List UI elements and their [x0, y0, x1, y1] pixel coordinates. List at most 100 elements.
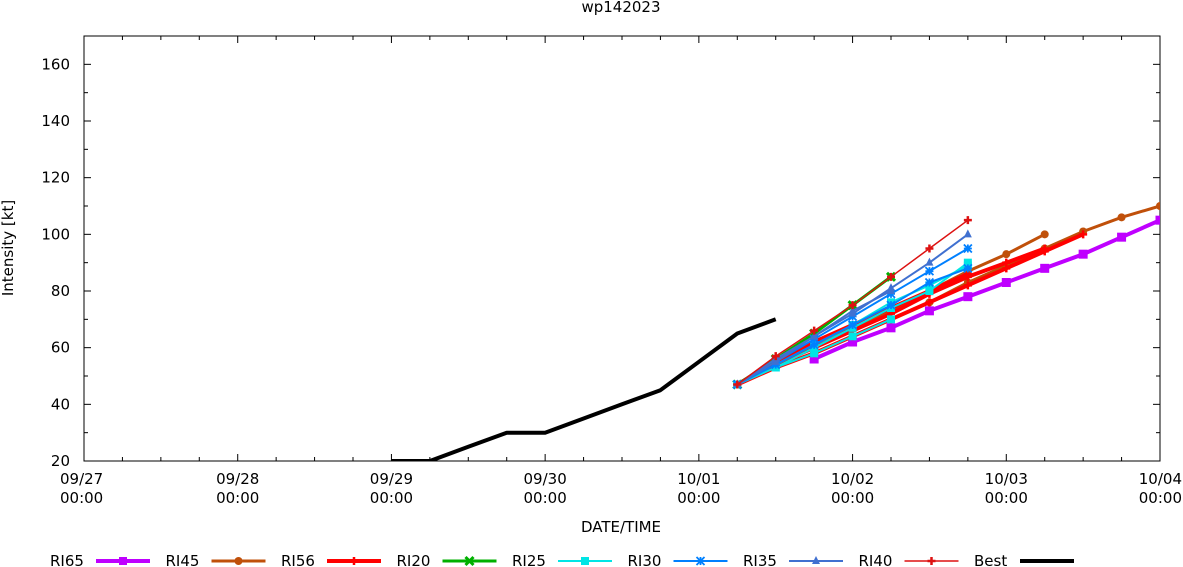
data-point [1002, 258, 1011, 267]
data-point [886, 323, 896, 333]
legend-marker [581, 557, 589, 565]
data-point [1156, 202, 1160, 210]
data-point [963, 229, 972, 238]
data-point [771, 352, 780, 361]
legend-label: RI25 [512, 552, 546, 567]
legend-item: RI35 [743, 552, 843, 567]
legend-item: Best [974, 552, 1074, 567]
y-axis-label: Intensity [kt] [0, 200, 17, 296]
legend-label: RI30 [628, 552, 662, 567]
chart-title: wp142023 [581, 0, 660, 16]
data-point [924, 266, 935, 276]
legend-label: RI65 [50, 552, 84, 567]
x-tick-date: 10/03 [985, 470, 1028, 488]
data-point [963, 292, 973, 302]
legend-item: RI56 [281, 552, 381, 567]
legend-marker [812, 556, 820, 564]
legend-item: RI20 [397, 552, 497, 567]
data-point [848, 332, 857, 341]
x-tick-date: 09/29 [370, 470, 413, 488]
x-tick-date: 09/28 [216, 470, 259, 488]
legend-item: RI45 [166, 552, 266, 567]
series-line [813, 218, 1160, 361]
x-tick-time: 00:00 [677, 489, 720, 507]
y-tick-label: 120 [41, 169, 70, 187]
legend: RI65 RI45 RI56 RI20 RI25 RI30 RI35 RI40 Best [50, 552, 1074, 567]
data-point [809, 354, 819, 364]
series-ri56 [733, 230, 1088, 389]
data-point [810, 331, 819, 340]
y-tick-label: 40 [51, 395, 70, 413]
legend-label: RI40 [859, 552, 893, 567]
data-point [810, 349, 819, 358]
series-line [391, 317, 777, 461]
x-tick-time: 00:00 [370, 489, 413, 507]
data-point [925, 244, 934, 253]
y-tick-label: 60 [51, 339, 70, 357]
data-point [1040, 263, 1050, 273]
legend-item: RI65 [50, 552, 150, 567]
legend-label: RI56 [281, 552, 315, 567]
data-point [925, 287, 934, 295]
data-point [810, 326, 819, 335]
y-tick-label: 80 [51, 282, 70, 300]
x-tick-date: 10/04 [1139, 470, 1182, 488]
legend-item: RI30 [628, 552, 728, 567]
data-point [1040, 230, 1049, 239]
data-point [925, 298, 934, 307]
x-tick-time: 00:00 [524, 489, 567, 507]
x-tick-time: 00:00 [831, 489, 874, 507]
legend-label: RI45 [166, 552, 200, 567]
series-line [775, 261, 969, 369]
data-point [1001, 278, 1011, 287]
x-tick-date: 09/30 [524, 470, 567, 488]
x-tick-date: 10/02 [831, 470, 874, 488]
legend-marker [119, 557, 127, 565]
legend-marker [350, 557, 358, 565]
data-point [963, 281, 972, 290]
x-tick-date: 10/01 [677, 470, 720, 488]
plot-frame [83, 35, 1161, 462]
data-point [848, 301, 857, 310]
data-point [1117, 213, 1126, 222]
data-point [925, 257, 934, 266]
y-tick-label: 100 [41, 225, 70, 243]
data-point [809, 340, 819, 350]
data-point [1040, 244, 1049, 253]
x-tick-date: 09/27 [60, 470, 103, 488]
legend-item: RI25 [512, 552, 612, 567]
data-point [963, 216, 972, 225]
data-point [1078, 249, 1088, 259]
data-point [963, 243, 973, 254]
data-point [847, 320, 858, 330]
x-tick-time: 00:00 [216, 489, 259, 507]
data-point [1155, 215, 1160, 225]
series-best [391, 317, 777, 461]
legend-label: RI20 [397, 552, 431, 567]
data-point [1079, 230, 1088, 239]
data-point [924, 306, 934, 316]
x-tick-time: 00:00 [1139, 489, 1182, 507]
data-point [924, 277, 935, 288]
y-tick-label: 20 [51, 452, 70, 470]
series-layer [391, 202, 1160, 461]
data-point [963, 263, 973, 273]
x-tick-time: 00:00 [985, 489, 1028, 507]
data-point [887, 272, 895, 281]
data-point [887, 286, 895, 294]
y-tick-label: 160 [41, 55, 70, 73]
data-point [1117, 232, 1127, 242]
y-tick-label: 140 [41, 112, 70, 130]
axis-ticks: 2040608010012014016009/2700:0009/2800:00… [41, 36, 1182, 507]
legend-marker [234, 557, 243, 565]
legend-marker [927, 557, 936, 565]
data-point [1002, 250, 1011, 259]
series-ri35 [733, 229, 972, 388]
series-ri40 [733, 216, 972, 389]
legend-label: Best [974, 552, 1007, 567]
x-tick-time: 00:00 [60, 489, 103, 507]
data-point [848, 337, 858, 347]
x-axis-label: DATE/TIME [581, 518, 661, 536]
data-point [848, 305, 857, 314]
